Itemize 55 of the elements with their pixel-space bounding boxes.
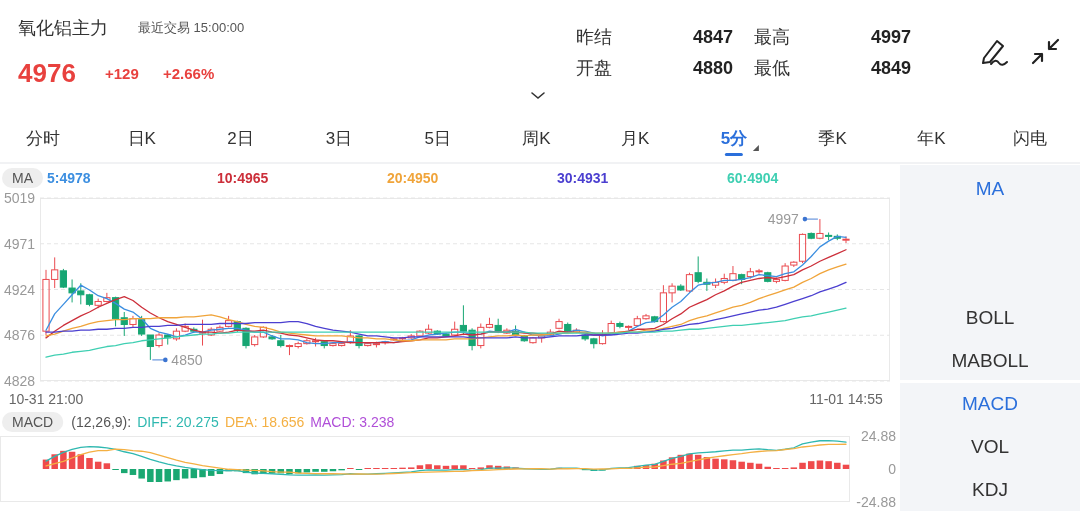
- menu-item: 季K: [818, 128, 847, 148]
- menu-item: MA: [975, 177, 1005, 199]
- menu-item: BOLL: [965, 306, 1015, 328]
- menu-item: 日K: [127, 128, 156, 148]
- chart-title: MA: [12, 170, 34, 186]
- annotation: 4847: [693, 27, 734, 47]
- legend-item: 5:4978: [47, 170, 91, 186]
- y-tick-label: -24.88: [856, 494, 896, 510]
- menu-item: 2日: [227, 128, 254, 148]
- annotation: +2.66%: [163, 64, 215, 82]
- menu-item: VOL: [971, 435, 1009, 457]
- y-tick-label: 4971: [4, 235, 36, 252]
- y-tick-label: 4924: [4, 281, 36, 298]
- y-tick-label: 24.88: [860, 428, 896, 444]
- menu-item: 闪电: [1013, 128, 1047, 148]
- menu-item: 5日: [424, 128, 452, 148]
- menu-item: KDJ: [972, 478, 1008, 500]
- x-tick-label: 11-01 14:55: [809, 391, 883, 407]
- annotation: MACD: 3.238: [310, 414, 395, 430]
- menu-item: MACD: [962, 392, 1018, 414]
- annotation: 4849: [871, 58, 912, 78]
- title: MA: [2, 168, 43, 188]
- menu-item: 月K: [621, 128, 650, 148]
- annotation: 开盘: [576, 58, 612, 78]
- legend-item: 60:4904: [727, 170, 779, 186]
- title: MACD: [2, 412, 64, 432]
- chart-title: MACD: [12, 414, 54, 430]
- y-tick-label: 5019: [4, 190, 36, 206]
- annotation: 最近交易 15:00:00: [138, 19, 245, 35]
- menu-item: MABOLL: [951, 349, 1029, 371]
- annotation-text: 4850: [171, 351, 203, 368]
- annotation-text: 4997: [767, 211, 799, 228]
- menu-item: 3日: [325, 128, 353, 148]
- y-tick-label: 0: [888, 461, 896, 477]
- annotation: 4997: [871, 27, 912, 47]
- annotation: 4880: [693, 58, 734, 78]
- annotation: 最低: [754, 58, 790, 78]
- legend-title: (12,26,9):: [71, 414, 132, 430]
- y-tick-label: 4876: [4, 327, 36, 344]
- annotation: 昨结: [576, 27, 612, 47]
- annotation: 4976: [18, 58, 76, 88]
- annotation: 最高: [754, 27, 790, 47]
- menu-item: 5分: [720, 128, 748, 148]
- legend-item: 20:4950: [387, 170, 439, 186]
- legend-item: DEA: 18.656: [224, 414, 305, 430]
- menu-item: 分时: [26, 128, 60, 148]
- x-tick-label: 10-31 21:00: [8, 391, 84, 407]
- menu-item: 周K: [522, 128, 551, 148]
- title: 氧化铝主力: [18, 18, 108, 38]
- y-tick-label: 4828: [4, 373, 36, 389]
- annotation: +129: [105, 64, 139, 82]
- menu-item: 年K: [917, 128, 946, 148]
- legend-item: 10:4965: [217, 170, 269, 186]
- legend-item: 30:4931: [557, 170, 609, 186]
- legend-item: DIFF: 20.275: [137, 414, 219, 430]
